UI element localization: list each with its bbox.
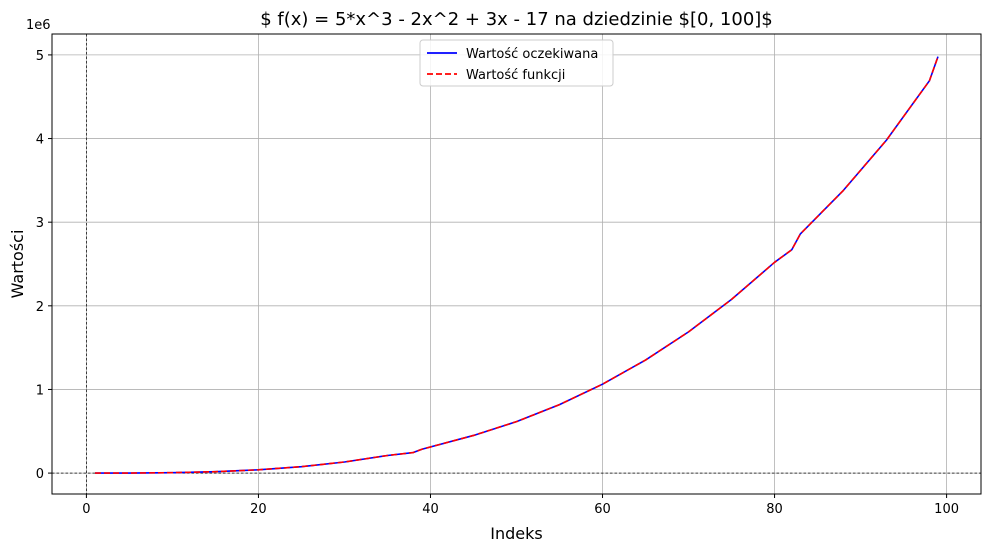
y-tick-label: 5 <box>36 49 44 64</box>
x-tick-label: 0 <box>82 502 90 517</box>
plot-area <box>52 34 981 494</box>
series-line-function <box>95 56 939 474</box>
legend: Wartość oczekiwana Wartość funkcji <box>419 39 614 87</box>
ticks: 0 20 40 60 80 100 0 1 2 3 4 5 <box>36 49 959 517</box>
y-tick-label: 2 <box>36 300 44 315</box>
x-tick-label: 60 <box>594 502 611 517</box>
series-layer <box>95 56 939 474</box>
x-axis-label: Indeks <box>490 524 542 543</box>
reference-lines <box>52 34 981 494</box>
chart-title: $ f(x) = 5*x^3 - 2x^2 + 3x - 17 na dzied… <box>260 9 773 30</box>
y-tick-label: 4 <box>36 133 44 148</box>
y-tick-label: 0 <box>36 467 44 482</box>
legend-label-expected: Wartość oczekiwana <box>466 47 598 62</box>
x-tick-label: 20 <box>250 502 267 517</box>
y-tick-label: 1 <box>36 383 44 398</box>
x-tick-label: 80 <box>766 502 783 517</box>
y-tick-label: 3 <box>36 216 44 231</box>
x-tick-label: 100 <box>934 502 959 517</box>
legend-label-function: Wartość funkcji <box>466 68 565 83</box>
y-offset-text: 1e6 <box>26 18 51 33</box>
plot-frame <box>51 33 982 495</box>
y-axis-label: Wartości <box>8 230 27 299</box>
legend-box <box>419 39 614 87</box>
x-tick-label: 40 <box>422 502 439 517</box>
